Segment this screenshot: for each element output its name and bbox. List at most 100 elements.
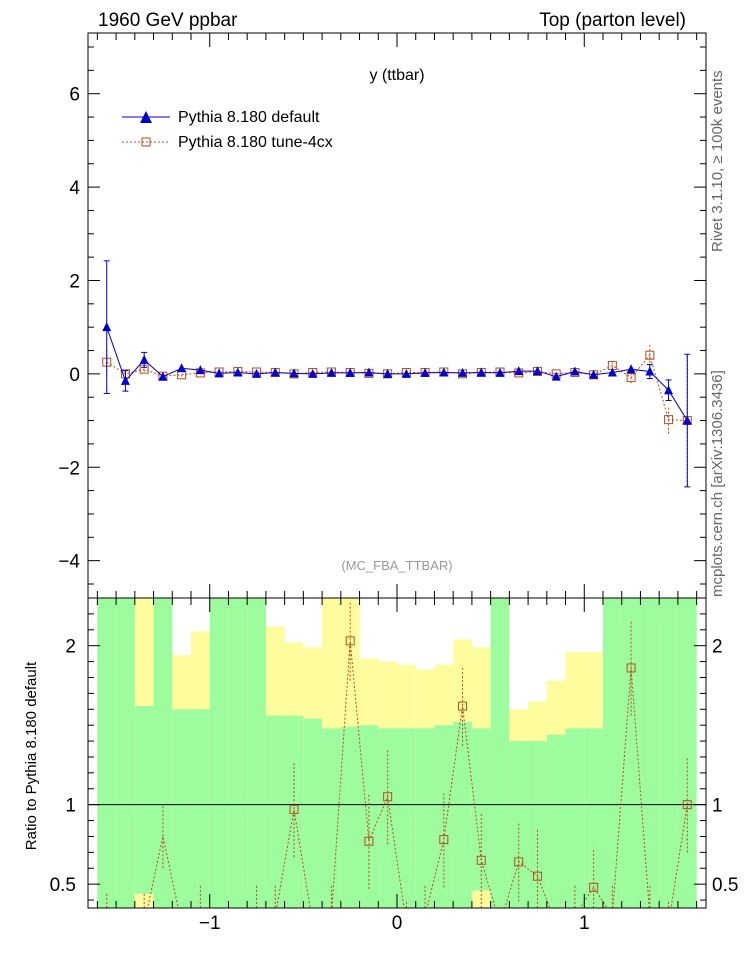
ratio-band-green	[490, 598, 510, 908]
ratio-uncertainty-bands	[97, 598, 697, 908]
series-default-point	[645, 366, 655, 376]
series-tune-line	[106, 354, 688, 422]
ratio-ytick-label-right: 1	[712, 796, 723, 817]
series-default-point	[289, 368, 299, 378]
series-default-point	[458, 367, 468, 377]
ratio-band-green	[415, 728, 435, 908]
series-default-point	[120, 375, 130, 385]
series-default-point	[270, 367, 280, 377]
mcplots-label: mcplots.cern.ch [arXiv:1306.3436]	[709, 370, 726, 597]
series-default-point	[233, 367, 243, 377]
ratio-band-green	[546, 734, 566, 908]
ratio-band-green	[434, 725, 454, 908]
series-default-point	[383, 368, 393, 378]
ratio-ytick-label: 2	[65, 637, 76, 658]
ratio-band-green	[340, 726, 360, 908]
ratio-band-green	[153, 598, 173, 908]
main-ytick-label: 6	[69, 85, 80, 106]
ratio-band-green	[97, 598, 117, 908]
main-ytick-label: −2	[58, 458, 80, 479]
ratio-band-green	[209, 598, 229, 908]
series-default-point	[495, 367, 505, 377]
ratio-ytick-label-right: 0.5	[712, 875, 738, 896]
series-default-point	[139, 354, 149, 364]
ratio-series-point	[514, 857, 524, 867]
series-default-point	[326, 367, 336, 377]
series-default-point	[682, 415, 692, 425]
header-right: Top (parton level)	[539, 10, 686, 31]
ratio-series-point	[589, 882, 599, 892]
series-default-line	[106, 327, 688, 421]
main-plot-panel: −4 −2 0 2 4 6 y (ttbar) (MC_FBA_TTBAR) Pythia…	[58, 32, 707, 599]
series-default-point	[551, 371, 561, 381]
series-default-point	[514, 366, 524, 376]
series-default-point	[345, 367, 355, 377]
series-default-point	[589, 369, 599, 379]
ratio-band-green	[603, 598, 622, 908]
series-default-point	[252, 368, 262, 378]
series-default-point	[439, 367, 449, 377]
ratio-ytick-label-right: 2	[712, 637, 723, 658]
ratio-series-point	[626, 663, 636, 673]
main-ytick-label: 2	[69, 271, 80, 292]
ratio-xtick-label: −1	[199, 913, 221, 934]
ratio-band-green	[528, 741, 547, 908]
ratio-series-point	[682, 800, 692, 810]
ratio-axis-ticks: 0.5 0.5 1 1 2 2 −1 0 1	[50, 598, 738, 934]
ratio-band-green	[322, 728, 341, 908]
ratio-band-green	[397, 728, 416, 908]
ratio-plot-panel: 0.5 0.5 1 1 2 2 −1 0 1 Ratio to Pythia 8.180 def…	[23, 597, 738, 934]
ratio-band-green	[265, 715, 285, 908]
ratio-y-axis-label: Ratio to Pythia 8.180 default	[23, 661, 40, 850]
ratio-band-green	[228, 598, 248, 908]
series-default-point	[532, 366, 542, 376]
ratio-band-green	[303, 718, 323, 908]
ratio-band-green	[453, 722, 472, 908]
ratio-band-green	[134, 706, 154, 894]
ratio-xtick-label: 1	[579, 913, 590, 934]
main-axis-ticks: −4 −2 0 2 4 6	[58, 33, 706, 598]
series-default-point	[308, 368, 318, 378]
ratio-series-group	[106, 601, 692, 908]
ratio-band-green	[677, 598, 697, 908]
ratio-series-point	[458, 701, 468, 711]
legend: Pythia 8.180 default Pythia 8.180 tune-4…	[122, 109, 333, 151]
ratio-band-green	[565, 728, 585, 908]
series-tune-point	[626, 373, 636, 383]
ratio-series-point	[345, 636, 355, 646]
ratio-band-green	[116, 598, 135, 908]
series-tune-point	[664, 415, 674, 425]
series-default-point	[664, 385, 674, 395]
header-left: 1960 GeV ppbar	[98, 10, 238, 31]
ratio-band-green	[471, 728, 491, 891]
legend-marker-default	[140, 111, 152, 123]
ratio-ytick-label: 1	[65, 796, 76, 817]
ratio-series-line	[147, 640, 688, 908]
series-default-point	[607, 367, 617, 377]
ratio-band-green	[172, 709, 191, 908]
ratio-band-green	[640, 598, 660, 908]
series-default-point	[158, 371, 168, 381]
main-ytick-label: −4	[58, 552, 80, 573]
ratio-band-green	[378, 728, 397, 908]
series-default-point	[570, 366, 580, 376]
series-default-point	[476, 367, 486, 377]
ratio-band-green	[659, 598, 678, 908]
ratio-series-point	[439, 835, 449, 845]
ratio-series-point	[289, 804, 299, 814]
ratio-series-point	[383, 792, 393, 802]
legend-marker-tune	[141, 137, 151, 147]
ratio-band-green	[584, 728, 603, 908]
ratio-series-point	[364, 836, 374, 846]
ratio-band-green	[191, 709, 210, 908]
analysis-label: (MC_FBA_TTBAR)	[341, 558, 452, 573]
main-plot-marks	[102, 260, 692, 488]
series-default-point	[102, 322, 112, 332]
series-default-point	[195, 365, 205, 375]
series-tune-point	[645, 350, 655, 360]
legend-label-default: Pythia 8.180 default	[178, 109, 320, 126]
series-default-point	[401, 368, 411, 378]
series-default-point	[420, 367, 430, 377]
ratio-ytick-label: 0.5	[50, 875, 76, 896]
